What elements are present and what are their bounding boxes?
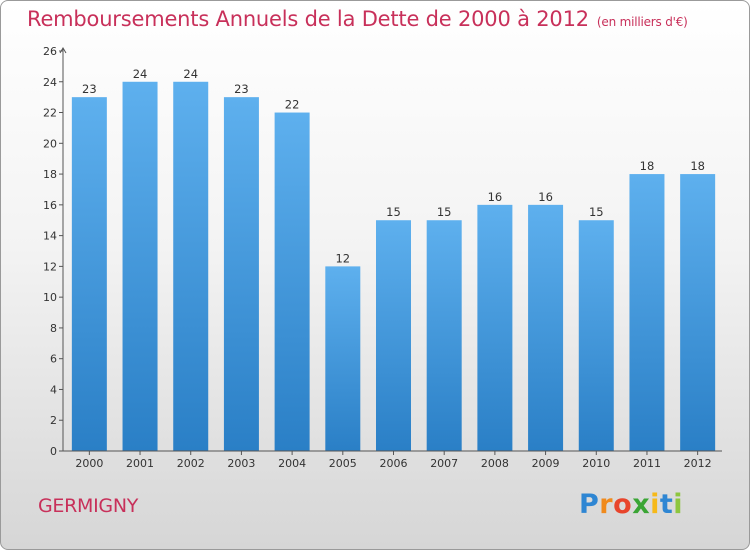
data-label-2011: 18 (640, 159, 655, 173)
y-tick-label: 24 (43, 76, 57, 89)
y-tick-label: 14 (43, 230, 57, 243)
x-tick-label: 2009 (532, 457, 560, 470)
x-tick-label: 2007 (430, 457, 458, 470)
logo-letter: i (650, 489, 660, 520)
bar-2001[interactable] (122, 81, 158, 452)
chart-title: Remboursements Annuels de la Dette de 20… (27, 7, 688, 31)
bar-2003[interactable] (223, 97, 259, 452)
bar-2002[interactable] (173, 81, 209, 452)
x-tick-label: 2000 (75, 457, 103, 470)
commune-name: GERMIGNY (38, 495, 139, 517)
bar-2004[interactable] (274, 112, 310, 452)
x-tick-label: 2001 (126, 457, 154, 470)
bar-2010[interactable] (578, 220, 614, 451)
x-axis: 2000 2001 2002 2003 2004 2005 2006 2007 2008 2009… (63, 450, 722, 470)
y-tick-label: 10 (43, 291, 57, 304)
data-label-2004: 22 (285, 98, 300, 112)
y-tick-label: 22 (43, 107, 57, 120)
logo-letter: P (579, 489, 600, 520)
y-tick-label: 18 (43, 168, 57, 181)
data-label-2000: 23 (82, 82, 97, 96)
x-tick-label: 2002 (177, 457, 205, 470)
x-tick-label: 2003 (227, 457, 255, 470)
x-tick-label: 2005 (329, 457, 357, 470)
y-tick-label: 20 (43, 137, 57, 150)
x-tick-label: 2008 (481, 457, 509, 470)
bar-2005[interactable] (325, 266, 361, 451)
bar-2006[interactable] (376, 220, 411, 451)
bar-2009[interactable] (528, 204, 564, 451)
logo-letter: x (632, 489, 651, 520)
data-label-2010: 15 (589, 205, 604, 219)
data-label-2008: 16 (488, 190, 503, 204)
x-tick-label: 2006 (380, 457, 408, 470)
data-label-2007: 15 (437, 205, 452, 219)
logo-letter: r (599, 489, 614, 520)
bar-2012[interactable] (680, 174, 716, 452)
data-label-2001: 24 (133, 67, 148, 81)
x-tick-label: 2004 (278, 457, 306, 470)
data-label-2009: 16 (538, 190, 553, 204)
bars: 23 24 24 23 22 12 15 15 16 16 15 18 18 (71, 67, 716, 452)
chart-subtitle: (en milliers d'€) (596, 15, 688, 29)
data-label-2002: 24 (183, 67, 198, 81)
y-tick-label: 16 (43, 199, 57, 212)
bar-2007[interactable] (426, 220, 462, 451)
logo-letter: t (659, 489, 674, 520)
x-tick-label: 2010 (582, 457, 610, 470)
data-label-2003: 23 (234, 82, 249, 96)
data-label-2006: 15 (386, 205, 401, 219)
y-tick-label: 8 (50, 322, 57, 335)
x-tick-label: 2012 (684, 457, 712, 470)
bar-2000[interactable] (71, 97, 107, 452)
y-tick-label: 0 (50, 445, 57, 458)
data-label-2012: 18 (690, 159, 705, 173)
proxiti-logo[interactable]: Proxiti (579, 489, 683, 520)
y-tick-label: 2 (50, 414, 57, 427)
y-tick-label: 12 (43, 260, 57, 273)
y-tick-label: 4 (50, 383, 57, 396)
y-tick-label: 26 (43, 45, 57, 58)
bar-2011[interactable] (629, 174, 665, 452)
logo-letter: i (673, 489, 684, 520)
x-tick-label: 2011 (633, 457, 661, 470)
data-label-2005: 12 (335, 251, 350, 265)
logo-letter: o (613, 489, 633, 520)
y-tick-label: 6 (50, 353, 57, 366)
bar-2008[interactable] (477, 204, 513, 451)
